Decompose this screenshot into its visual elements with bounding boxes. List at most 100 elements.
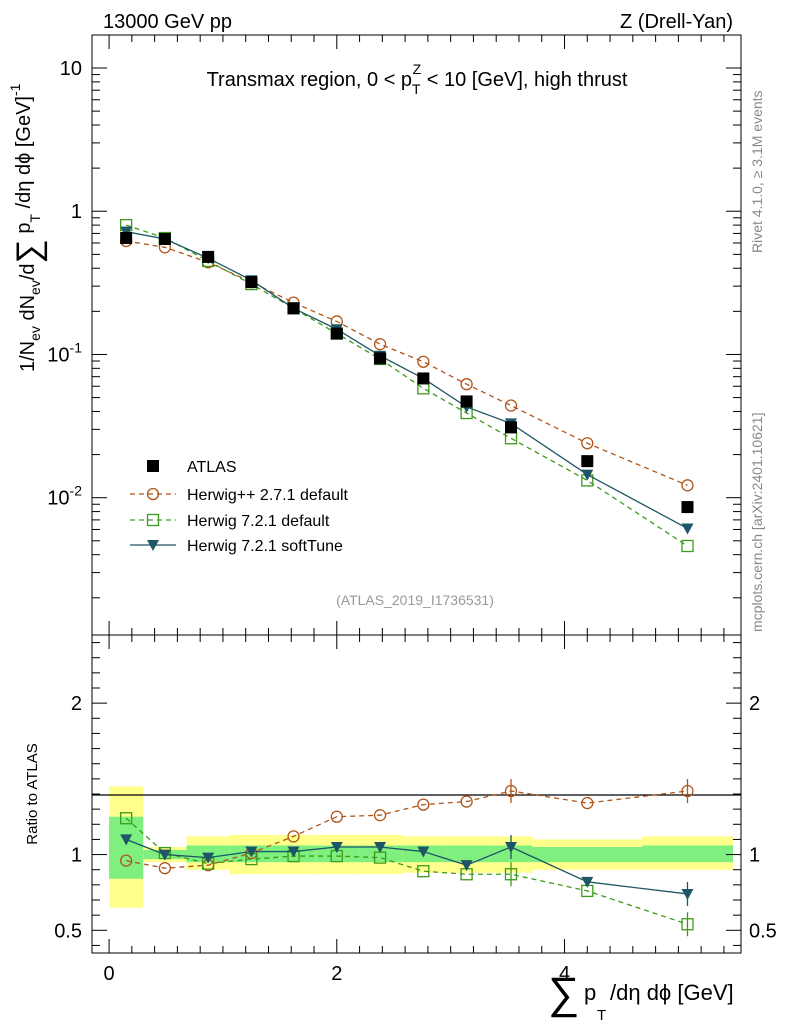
point-herwig-2-7-1-default (681, 479, 694, 492)
ratio-point-herwig-2-7-1-default (158, 862, 172, 875)
ratio-point-herwig-7-2-1-softtune (287, 846, 300, 858)
series-line-herwig-7-2-1-softtune (126, 231, 688, 530)
ratio-y-tick-label-right: 2 (749, 693, 760, 715)
ratio-y-tick-label-right: 0.5 (749, 920, 777, 942)
legend-label-herwig-7-2-1-softtune: Herwig 7.2.1 softTune (187, 538, 343, 555)
legend-marker-atlas (147, 460, 159, 472)
point-herwig-7-2-1-default (681, 539, 694, 553)
ratio-point-herwig-7-2-1-softtune (158, 849, 171, 861)
analysis-label: (ATLAS_2019_I1736531) (336, 592, 494, 608)
process-label: Z (Drell-Yan) (620, 11, 733, 33)
point-atlas (245, 276, 258, 289)
point-atlas (681, 501, 694, 514)
ratio-point-herwig-7-2-1-default (120, 812, 133, 825)
ratio-series-layer (120, 778, 694, 937)
ratio-point-herwig-7-2-1-softtune (460, 860, 473, 872)
legend-label-atlas: ATLAS (187, 459, 237, 476)
ratio-point-herwig-2-7-1-default (287, 830, 300, 843)
point-herwig-7-2-1-default (417, 382, 430, 395)
point-atlas (158, 232, 171, 245)
legend-marker-herwig-7-2-1-softtune (147, 540, 159, 551)
legend-label-herwig-2-7-1-default: Herwig++ 2.7.1 default (187, 487, 349, 504)
svg-text:p: p (584, 980, 596, 1005)
main-y-tick-label: 1 (71, 201, 82, 223)
svg-text:∑: ∑ (548, 969, 579, 1018)
point-atlas (581, 455, 594, 468)
main-y-tick-label: 10 (60, 58, 82, 80)
point-herwig-2-7-1-default (504, 399, 518, 412)
ratio-band-inner (532, 847, 642, 863)
legend: ATLAS Herwig++ 2.7.1 default Herwig 7.2.1 … (130, 459, 349, 555)
ratio-point-herwig-7-2-1-default (681, 918, 694, 931)
point-herwig-2-7-1-default (581, 437, 594, 450)
point-atlas (374, 352, 387, 365)
ratio-point-herwig-7-2-1-softtune (120, 834, 133, 846)
main-y-axis-label: 1/Nev dNev/d∑ pT /dη dϕ [GeV]-1 (7, 83, 48, 372)
ratio-axis-ticks: 0.5 0.5 1 1 2 2 0 2 4 (54, 635, 777, 985)
ratio-point-herwig-2-7-1-default (330, 810, 343, 823)
ratio-y-axis-label: Ratio to ATLAS (24, 743, 41, 844)
ratio-point-herwig-7-2-1-default (417, 865, 430, 878)
point-atlas (202, 250, 215, 263)
ratio-point-herwig-7-2-1-softtune (374, 842, 387, 853)
ratio-point-herwig-7-2-1-softtune (245, 846, 258, 858)
ratio-band-inner (109, 816, 144, 879)
ratio-point-herwig-7-2-1-softtune (681, 888, 694, 900)
x-tick-label: 0 (104, 963, 115, 985)
point-atlas (287, 302, 300, 315)
point-herwig-7-2-1-default (504, 432, 518, 445)
svg-text:/dη dϕ [GeV]: /dη dϕ [GeV] (610, 980, 734, 1005)
svg-text:T: T (597, 1007, 606, 1024)
main-y-tick-label: 10-2 (47, 483, 82, 510)
ratio-point-herwig-2-7-1-default (417, 798, 430, 811)
chart-title: Transmax region, 0 < pTZ < 10 [GeV], hig… (207, 61, 628, 97)
ratio-point-herwig-2-7-1-default (681, 784, 694, 798)
ratio-line-herwig-7-2-1-softtune (125, 838, 688, 895)
legend-marker-herwig-7-2-1-default (146, 513, 160, 527)
ratio-point-herwig-2-7-1-default (504, 784, 518, 798)
ratio-point-herwig-7-2-1-softtune (505, 842, 518, 853)
ratio-point-herwig-7-2-1-softtune (581, 876, 594, 888)
main-series-layer (120, 218, 694, 553)
ratio-band-inner (641, 845, 734, 863)
ratio-point-herwig-7-2-1-softtune (330, 842, 343, 853)
ratio-y-tick-label-right: 1 (749, 845, 760, 867)
ratio-panel: 0.5 0.5 1 1 2 2 0 2 4 Ratio to ATLAS ∑ p T /dη d… (24, 634, 777, 1024)
main-axis-ticks: 10 1 10-1 10-2 (47, 35, 741, 635)
ratio-y-tick-label: 2 (71, 693, 82, 715)
main-panel: 10 1 10-1 10-2 Transmax region, 0 < pTZ < 1… (7, 34, 742, 636)
point-atlas (505, 421, 518, 434)
ratio-band-inner (359, 845, 403, 863)
point-atlas (330, 327, 343, 340)
point-herwig-7-2-1-softtune (681, 523, 694, 535)
point-atlas (460, 395, 473, 408)
point-herwig-2-7-1-default (460, 378, 473, 391)
ratio-band-inner (316, 845, 360, 863)
ratio-band-inner (446, 845, 490, 863)
x-axis-label: ∑ p T /dη dϕ [GeV] (548, 969, 734, 1024)
x-tick-label: 4 (559, 963, 570, 985)
ratio-point-herwig-2-7-1-default (120, 854, 133, 867)
rivet-version-label: Rivet 4.1.0, ≥ 3.1M events (749, 90, 765, 253)
series-line-herwig-2-7-1-default (126, 240, 688, 486)
legend-marker-herwig-2-7-1-default (146, 487, 160, 501)
ratio-y-tick-label: 1 (71, 845, 82, 867)
ratio-point-herwig-2-7-1-default (373, 809, 387, 822)
ratio-point-herwig-7-2-1-softtune (202, 852, 215, 864)
ratio-frame (91, 634, 742, 954)
series-line-herwig-7-2-1-default (125, 224, 688, 547)
ratio-y-tick-label: 0.5 (54, 920, 82, 942)
ratio-line-herwig-7-2-1-default (125, 817, 688, 925)
point-herwig-2-7-1-default (373, 338, 387, 351)
ratio-point-herwig-7-2-1-softtune (417, 846, 430, 858)
x-tick-label: 2 (331, 963, 342, 985)
svg-text:1/Nev dNev/d∑ pT /dη dϕ [GeV]: 1/Nev dNev/d∑ pT /dη dϕ [GeV]-1 (7, 83, 48, 372)
ratio-point-herwig-7-2-1-default (504, 868, 518, 881)
main-y-tick-label: 10-1 (47, 339, 82, 366)
ratio-point-herwig-2-7-1-default (581, 796, 594, 810)
mcplots-source-label: mcplots.cern.ch [arXiv:2401.10621] (749, 413, 765, 632)
energy-label: 13000 GeV pp (103, 11, 232, 33)
point-herwig-7-2-1-softtune (581, 469, 594, 481)
point-herwig-2-7-1-default (417, 355, 430, 368)
